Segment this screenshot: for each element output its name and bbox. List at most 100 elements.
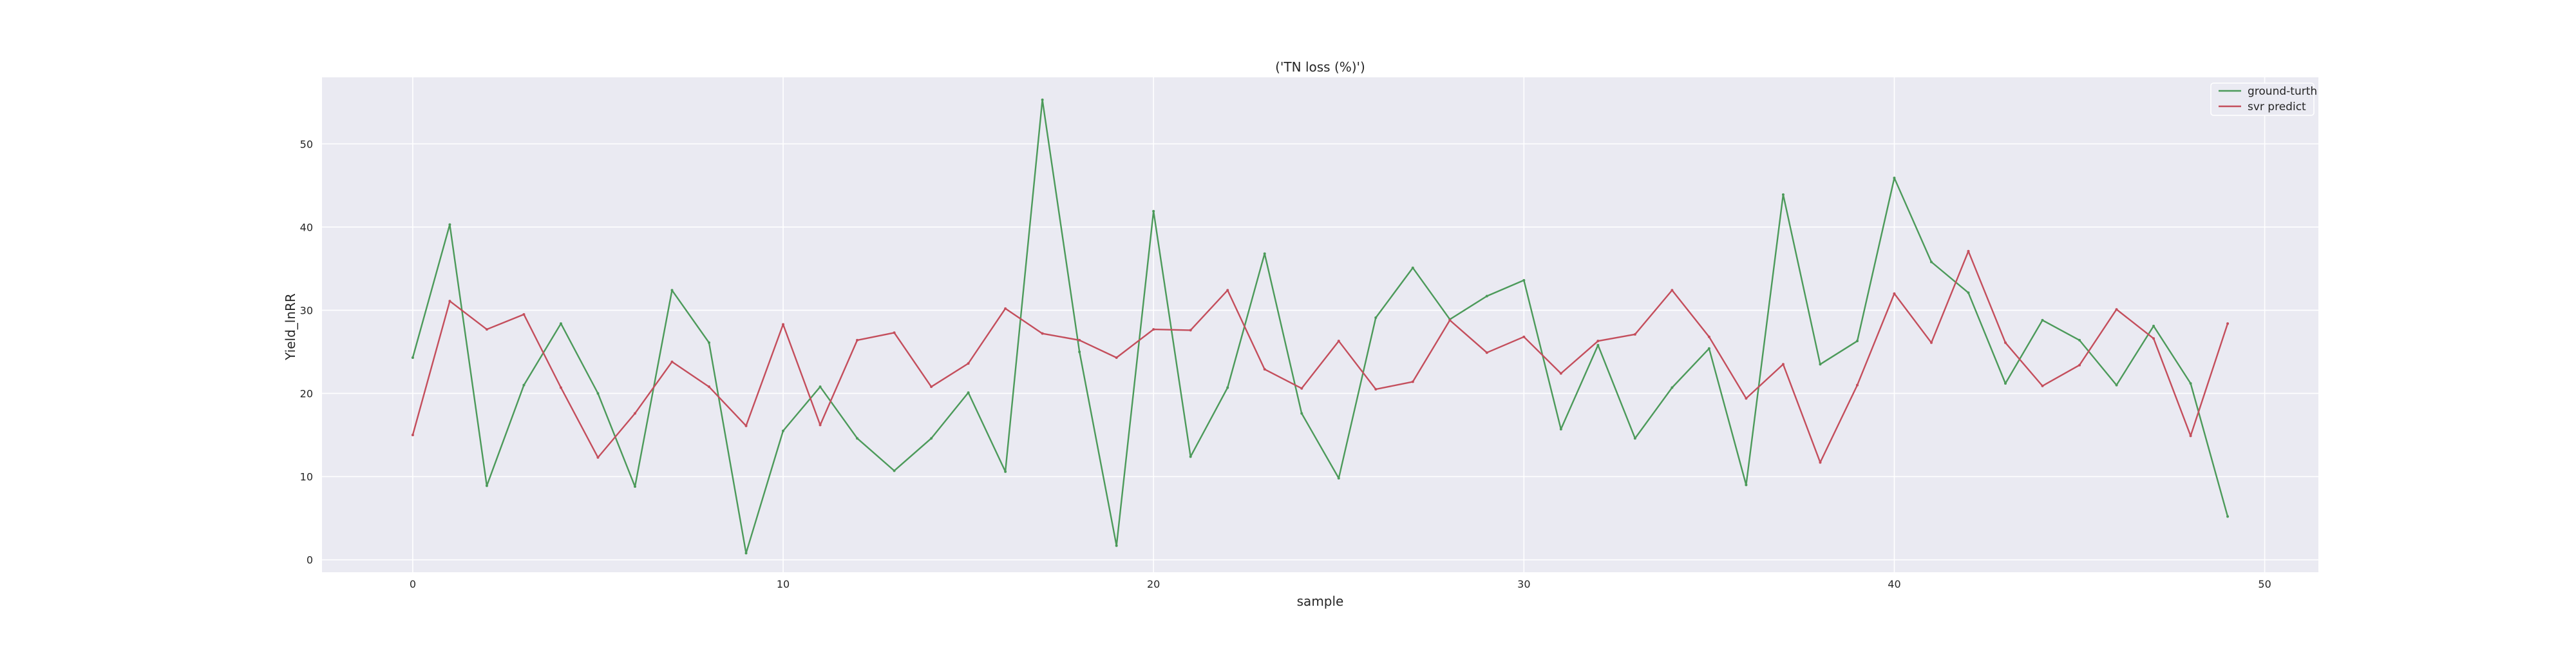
data-point-ground-turth (1041, 98, 1044, 101)
data-point-ground-turth (1152, 209, 1155, 213)
data-point-ground-turth (1189, 455, 1192, 458)
data-point-ground-turth (967, 391, 970, 394)
data-point-ground-turth (1671, 386, 1674, 389)
x-tick-label: 40 (1888, 578, 1900, 590)
data-point-svr-predict (1819, 461, 1822, 464)
data-point-svr-predict (596, 456, 600, 459)
data-point-svr-predict (1263, 368, 1266, 371)
data-point-ground-turth (1596, 343, 1600, 347)
data-point-ground-turth (2004, 381, 2007, 385)
x-tick-label: 30 (1517, 578, 1530, 590)
data-point-ground-turth (2041, 318, 2044, 322)
data-point-ground-turth (893, 469, 896, 472)
x-tick-label: 50 (2258, 578, 2271, 590)
data-point-svr-predict (1781, 363, 1785, 366)
data-point-ground-turth (1633, 437, 1636, 440)
data-point-svr-predict (708, 385, 711, 389)
data-point-svr-predict (1300, 387, 1303, 390)
data-point-svr-predict (2189, 434, 2192, 438)
data-point-svr-predict (1929, 341, 1933, 344)
data-point-svr-predict (1596, 340, 1600, 343)
legend-label-ground-turth: ground-turth (2248, 85, 2317, 98)
data-point-ground-turth (1115, 544, 1118, 547)
data-point-svr-predict (893, 331, 896, 334)
data-point-svr-predict (411, 434, 414, 437)
data-point-ground-turth (708, 341, 711, 344)
legend-label-svr-predict: svr predict (2248, 101, 2306, 113)
x-tick-label: 0 (410, 578, 416, 590)
data-point-svr-predict (485, 328, 488, 331)
data-point-svr-predict (782, 323, 785, 326)
data-point-ground-turth (782, 429, 785, 432)
data-point-ground-turth (1929, 260, 1933, 264)
y-tick-label: 10 (300, 471, 313, 483)
data-point-svr-predict (1189, 329, 1192, 332)
data-point-ground-turth (633, 485, 636, 488)
data-point-ground-turth (485, 484, 488, 487)
data-point-ground-turth (2226, 515, 2230, 518)
data-point-svr-predict (1337, 340, 1340, 343)
data-point-ground-turth (1374, 316, 1378, 320)
data-point-ground-turth (559, 322, 562, 325)
data-point-svr-predict (1522, 335, 1526, 338)
y-tick-label: 0 (307, 554, 313, 566)
data-point-ground-turth (1967, 291, 1970, 295)
data-point-svr-predict (819, 423, 822, 427)
data-point-svr-predict (1078, 338, 1081, 342)
data-point-svr-predict (2078, 363, 2081, 367)
data-point-svr-predict (744, 424, 748, 427)
data-point-svr-predict (1485, 351, 1488, 354)
data-point-svr-predict (1559, 372, 1562, 375)
y-tick-label: 20 (300, 387, 313, 400)
grid-lines (322, 77, 2318, 572)
data-point-ground-turth (1263, 252, 1266, 255)
data-point-svr-predict (633, 412, 636, 415)
data-point-ground-turth (856, 437, 859, 440)
series-line-svr-predict (412, 250, 2229, 463)
data-point-ground-turth (1855, 340, 1859, 343)
x-tick-label: 20 (1147, 578, 1160, 590)
x-axis-title: sample (1297, 594, 1344, 609)
series-lines (411, 98, 2230, 555)
data-point-svr-predict (856, 338, 859, 342)
data-point-svr-predict (1115, 356, 1118, 359)
data-point-ground-turth (448, 223, 451, 226)
y-axis-title: Yield_lnRR (283, 293, 298, 361)
data-point-ground-turth (930, 437, 933, 440)
data-point-svr-predict (1855, 383, 1859, 387)
y-tick-label: 40 (300, 221, 313, 233)
data-point-svr-predict (1004, 307, 1007, 310)
data-point-svr-predict (2226, 322, 2230, 325)
data-point-svr-predict (1411, 380, 1414, 383)
y-tick-label: 30 (300, 304, 313, 316)
tick-labels: 0 10 20 30 40 50 0 10 20 30 40 50 (300, 138, 2271, 590)
data-point-svr-predict (448, 300, 451, 303)
data-point-ground-turth (2115, 383, 2118, 387)
data-point-svr-predict (2115, 308, 2118, 311)
data-point-svr-predict (2152, 337, 2155, 340)
data-point-svr-predict (1893, 292, 1896, 295)
data-point-ground-turth (1337, 477, 1340, 480)
data-point-ground-turth (1485, 295, 1488, 298)
data-point-ground-turth (2078, 338, 2081, 342)
data-point-ground-turth (819, 385, 822, 389)
data-point-ground-turth (744, 552, 748, 555)
series-line-ground-turth (412, 99, 2229, 554)
y-tick-label: 50 (300, 138, 313, 150)
data-point-ground-turth (1078, 350, 1081, 353)
data-point-ground-turth (1522, 278, 1526, 282)
data-point-ground-turth (1226, 386, 1229, 389)
data-point-svr-predict (1707, 335, 1710, 338)
plot-background (322, 77, 2318, 572)
data-point-ground-turth (1707, 347, 1710, 350)
data-point-ground-turth (1411, 266, 1414, 269)
data-point-ground-turth (1819, 363, 1822, 366)
data-point-ground-turth (1300, 412, 1303, 415)
data-point-svr-predict (522, 313, 526, 316)
data-point-svr-predict (1374, 388, 1378, 391)
data-point-svr-predict (2004, 341, 2007, 344)
data-point-ground-turth (1004, 470, 1007, 473)
data-point-svr-predict (930, 385, 933, 389)
